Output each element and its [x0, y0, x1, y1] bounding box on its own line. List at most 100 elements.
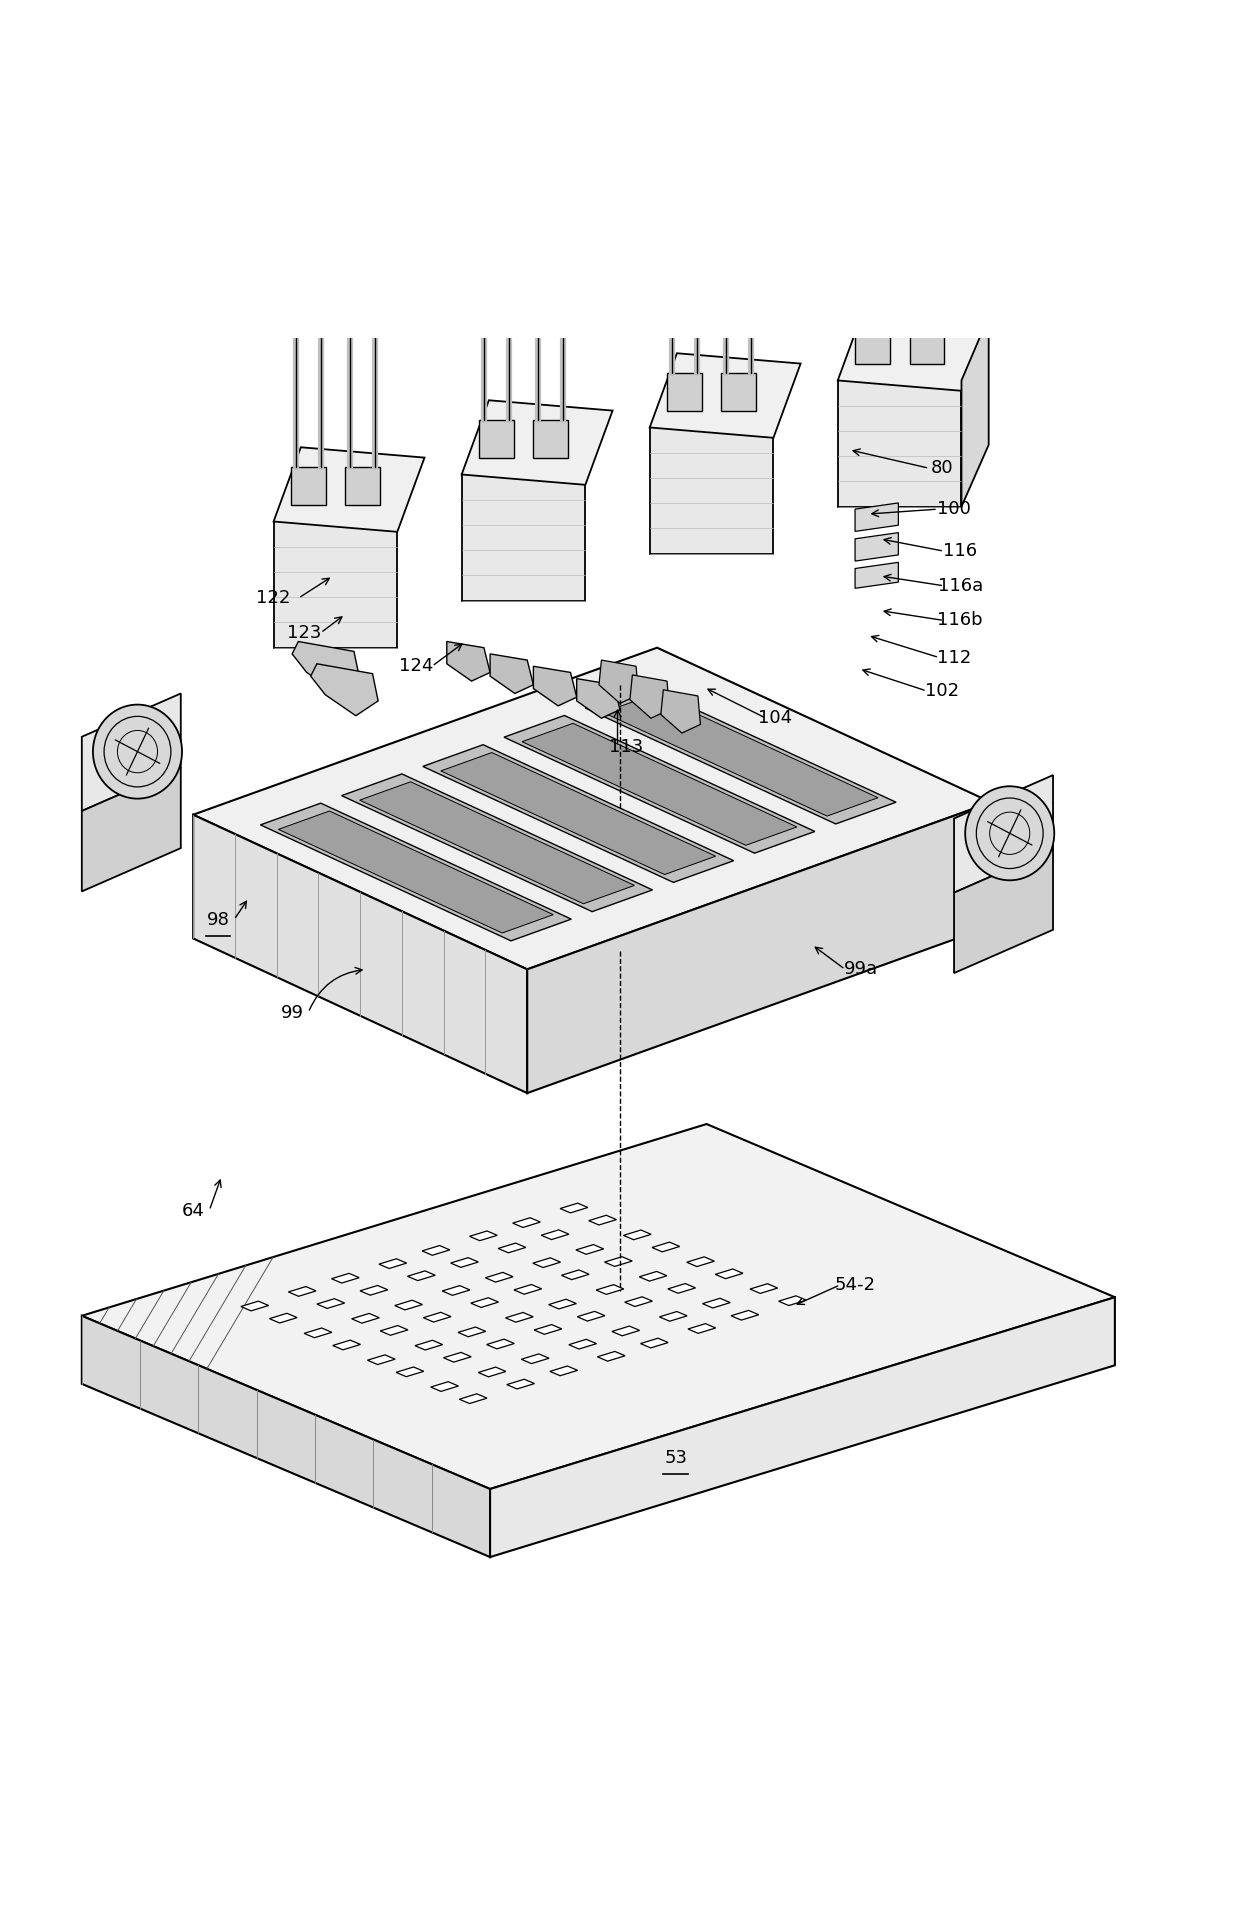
Polygon shape: [345, 467, 379, 505]
Polygon shape: [596, 1284, 624, 1294]
Text: 100: 100: [937, 500, 971, 519]
Polygon shape: [667, 373, 702, 412]
Polygon shape: [423, 1313, 451, 1323]
Polygon shape: [379, 1259, 407, 1269]
Polygon shape: [485, 1273, 513, 1282]
Polygon shape: [512, 1217, 541, 1227]
Polygon shape: [506, 1313, 533, 1323]
Circle shape: [469, 245, 498, 274]
Polygon shape: [331, 1273, 360, 1282]
Polygon shape: [954, 850, 1053, 972]
Polygon shape: [856, 503, 898, 532]
Text: 116a: 116a: [937, 576, 983, 595]
Circle shape: [548, 189, 578, 218]
Polygon shape: [585, 687, 897, 823]
Polygon shape: [640, 1271, 667, 1280]
Polygon shape: [490, 655, 533, 693]
Text: 116b: 116b: [937, 611, 983, 630]
Circle shape: [657, 197, 687, 228]
Circle shape: [682, 180, 712, 209]
Polygon shape: [396, 1367, 424, 1376]
Polygon shape: [722, 373, 756, 412]
Circle shape: [336, 255, 365, 283]
Polygon shape: [779, 1296, 806, 1305]
Polygon shape: [534, 1324, 562, 1334]
Polygon shape: [598, 1351, 625, 1361]
Polygon shape: [450, 1257, 479, 1267]
Polygon shape: [408, 1271, 435, 1280]
Polygon shape: [415, 1340, 443, 1349]
Polygon shape: [687, 1257, 714, 1267]
Polygon shape: [381, 1326, 408, 1336]
Ellipse shape: [93, 704, 182, 798]
Circle shape: [360, 235, 389, 266]
Polygon shape: [533, 1257, 560, 1267]
Polygon shape: [661, 689, 701, 733]
Polygon shape: [260, 804, 572, 942]
Polygon shape: [479, 1367, 506, 1376]
Polygon shape: [533, 666, 577, 706]
Polygon shape: [605, 1257, 632, 1267]
Polygon shape: [715, 1269, 743, 1279]
Polygon shape: [641, 1338, 668, 1347]
Polygon shape: [317, 1300, 345, 1309]
Polygon shape: [241, 1302, 269, 1311]
Ellipse shape: [965, 787, 1054, 880]
Polygon shape: [589, 1215, 616, 1225]
Polygon shape: [624, 1231, 651, 1240]
Polygon shape: [193, 815, 527, 1093]
Polygon shape: [562, 1271, 589, 1280]
Circle shape: [712, 161, 742, 189]
Polygon shape: [577, 1311, 605, 1321]
Polygon shape: [360, 1286, 388, 1296]
Polygon shape: [856, 532, 898, 561]
Polygon shape: [625, 1298, 652, 1307]
Polygon shape: [422, 1246, 450, 1256]
Polygon shape: [471, 1298, 498, 1307]
Polygon shape: [507, 1380, 534, 1390]
Polygon shape: [541, 1231, 569, 1240]
Polygon shape: [569, 1340, 596, 1349]
Polygon shape: [660, 1311, 687, 1321]
Polygon shape: [838, 306, 988, 390]
Polygon shape: [961, 316, 988, 507]
Polygon shape: [293, 641, 360, 693]
Polygon shape: [856, 563, 898, 588]
Polygon shape: [577, 679, 620, 718]
Polygon shape: [82, 1315, 490, 1558]
Polygon shape: [603, 695, 878, 815]
Circle shape: [306, 274, 336, 302]
Polygon shape: [367, 1355, 396, 1365]
Polygon shape: [575, 1244, 604, 1254]
Polygon shape: [668, 1284, 696, 1294]
Polygon shape: [750, 1284, 777, 1294]
Circle shape: [870, 132, 899, 161]
Text: 53: 53: [665, 1449, 687, 1466]
Polygon shape: [652, 1242, 680, 1252]
Polygon shape: [703, 1298, 730, 1307]
Polygon shape: [838, 381, 961, 507]
Polygon shape: [82, 768, 181, 892]
Polygon shape: [650, 427, 774, 553]
Text: 99: 99: [280, 1003, 304, 1022]
Polygon shape: [193, 647, 991, 968]
Polygon shape: [446, 641, 490, 681]
Polygon shape: [630, 676, 670, 718]
Polygon shape: [394, 1300, 423, 1309]
Polygon shape: [430, 1382, 459, 1391]
Polygon shape: [274, 448, 424, 532]
Polygon shape: [486, 1340, 515, 1349]
Polygon shape: [82, 693, 181, 812]
Polygon shape: [527, 802, 991, 1093]
Polygon shape: [289, 1286, 316, 1296]
Polygon shape: [279, 812, 553, 932]
Polygon shape: [458, 1326, 486, 1336]
Polygon shape: [360, 781, 635, 903]
Polygon shape: [461, 400, 613, 484]
Polygon shape: [503, 716, 815, 854]
Text: 112: 112: [937, 649, 971, 666]
Polygon shape: [423, 745, 734, 882]
Text: 98: 98: [207, 911, 229, 928]
Polygon shape: [522, 723, 797, 846]
Polygon shape: [560, 1204, 588, 1213]
